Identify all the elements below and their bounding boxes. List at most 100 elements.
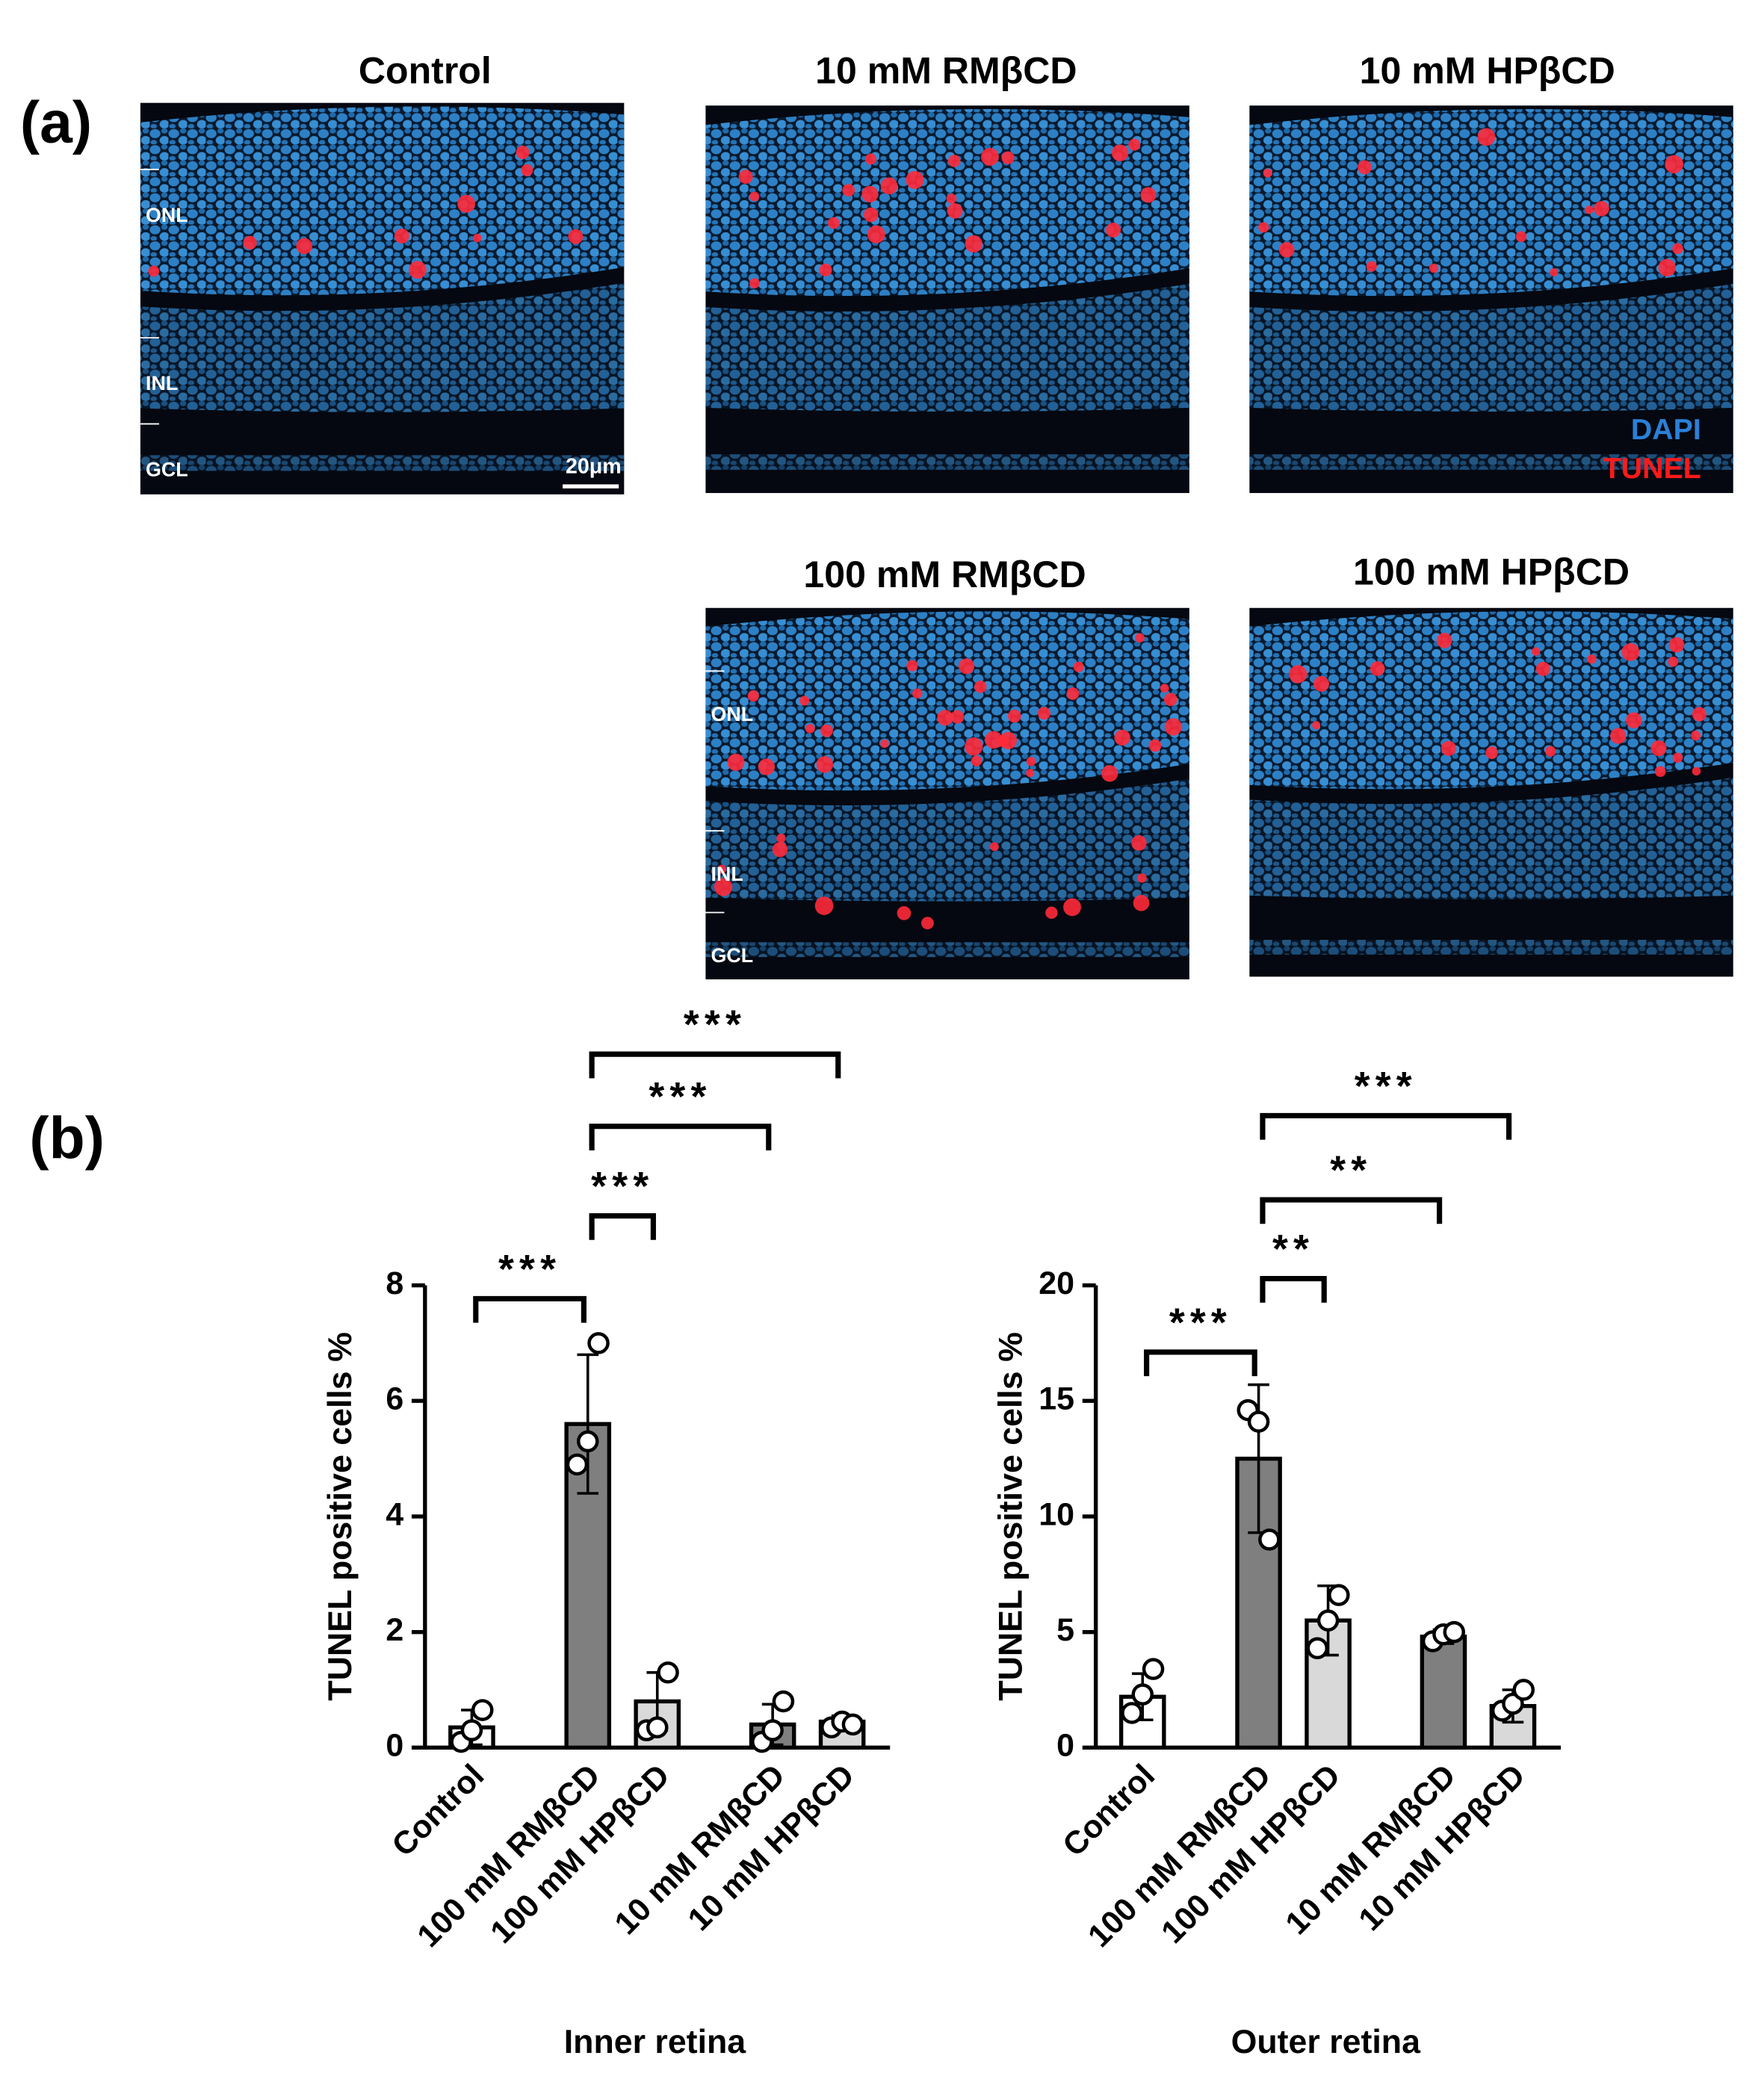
tunel-cell — [457, 194, 476, 213]
tunel-cell — [394, 229, 409, 244]
tunel-cell — [148, 265, 160, 277]
tunel-cell — [409, 261, 427, 279]
tunel-cell — [1440, 740, 1457, 756]
tunel-cell — [1668, 656, 1679, 667]
inl-layer — [705, 778, 1189, 902]
tunel-cell — [1001, 151, 1015, 164]
tunel-cell — [1672, 243, 1683, 255]
tunel-cell — [897, 905, 912, 920]
tunel-cell — [1037, 707, 1051, 720]
tunel-cell — [1587, 654, 1597, 664]
tunel-cell — [1658, 258, 1676, 277]
gcl-layer — [705, 942, 1189, 958]
y-tick-label: 2 — [386, 1612, 403, 1648]
data-point — [1247, 1410, 1270, 1433]
tunel-cell — [1585, 205, 1594, 214]
x-tick-label: Control — [385, 1758, 491, 1864]
tunel-cell — [1258, 222, 1269, 233]
tunel-cell — [1073, 661, 1084, 672]
scale-bar-label: 20μm — [566, 455, 622, 479]
tunel-cell — [906, 170, 924, 189]
tunel-cell — [1263, 168, 1272, 178]
tunel-cell — [1101, 765, 1118, 782]
tunel-cell — [1621, 642, 1640, 661]
tunel-cell — [1650, 740, 1667, 757]
bar — [1420, 1635, 1467, 1750]
significance-bracket — [589, 1212, 656, 1240]
tunel-cell — [1358, 160, 1372, 175]
tunel-cell — [1594, 200, 1609, 217]
tunel-cell — [1692, 707, 1706, 722]
significance-label: *** — [1169, 1300, 1232, 1345]
y-tick-label: 0 — [1056, 1728, 1074, 1764]
tunel-cell — [1289, 665, 1307, 684]
data-point — [1121, 1702, 1143, 1724]
data-point — [1443, 1620, 1466, 1644]
tunel-cell — [906, 660, 918, 672]
tunel-cell — [1535, 661, 1550, 676]
error-bar — [577, 1353, 599, 1495]
data-point — [1512, 1679, 1535, 1701]
inl-layer — [140, 282, 625, 412]
legend-label: TUNEL — [1603, 452, 1701, 485]
tunel-cell — [1128, 138, 1141, 151]
panel-label: (b) — [29, 1105, 104, 1171]
tunel-cell — [749, 191, 760, 202]
tunel-cell — [1160, 684, 1169, 693]
tunel-cell — [1436, 632, 1452, 648]
tunel-cell — [1313, 675, 1330, 692]
tunel-cell — [1026, 757, 1036, 766]
tunel-cell — [1026, 769, 1035, 778]
data-point — [1306, 1637, 1329, 1660]
significance-bracket — [1144, 1349, 1257, 1377]
y-tick-label: 4 — [386, 1496, 403, 1532]
inl-layer — [1249, 283, 1733, 412]
x-axis-label: Outer retina — [1231, 2024, 1422, 2060]
tunel-cell — [1164, 718, 1182, 736]
tunel-cell — [937, 710, 953, 726]
tunel-cell — [1140, 187, 1157, 203]
tunel-cell — [828, 217, 840, 229]
tunel-cell — [1545, 746, 1556, 757]
tunel-cell — [1477, 128, 1496, 146]
data-point — [576, 1430, 599, 1453]
tunel-cell — [1665, 155, 1684, 174]
significance-label: *** — [591, 1164, 654, 1209]
image-title: 100 mM RMβCD — [803, 554, 1086, 595]
tunel-cell — [816, 756, 834, 773]
data-point — [566, 1453, 589, 1476]
tunel-cell — [1610, 728, 1627, 744]
tunel-cell — [772, 842, 788, 858]
tunel-cell — [965, 235, 982, 253]
tunel-cell — [1106, 223, 1121, 238]
tunel-cell — [867, 225, 885, 244]
data-point — [761, 1719, 784, 1741]
tunel-cell — [981, 147, 999, 166]
tunel-cell — [959, 658, 975, 675]
gcl-layer — [140, 455, 625, 471]
tunel-cell — [1045, 906, 1058, 919]
tunel-cell — [1066, 687, 1080, 700]
y-axis-label: TUNEL positive cells % — [993, 1332, 1030, 1701]
onl-layer — [140, 106, 625, 296]
tunel-cell — [971, 755, 982, 766]
y-tick-label: 6 — [386, 1381, 403, 1417]
gcl-layer — [1249, 940, 1733, 955]
inl-layer — [1249, 777, 1733, 899]
tunel-cell — [880, 177, 898, 195]
tunel-cell — [1550, 268, 1559, 277]
tunel-cell — [861, 185, 879, 202]
layer-label: INL — [146, 372, 178, 394]
tunel-cell — [1626, 712, 1642, 728]
tunel-cell — [1114, 729, 1130, 746]
data-point — [460, 1719, 483, 1741]
image-title: Control — [359, 50, 492, 92]
tunel-cell — [1515, 231, 1527, 242]
data-point — [1258, 1528, 1281, 1551]
y-tick-label: 15 — [1039, 1381, 1074, 1417]
data-point — [587, 1332, 610, 1354]
y-axis-label: TUNEL positive cells % — [322, 1332, 359, 1701]
tunel-cell — [1429, 263, 1439, 273]
tunel-cell — [880, 739, 889, 748]
